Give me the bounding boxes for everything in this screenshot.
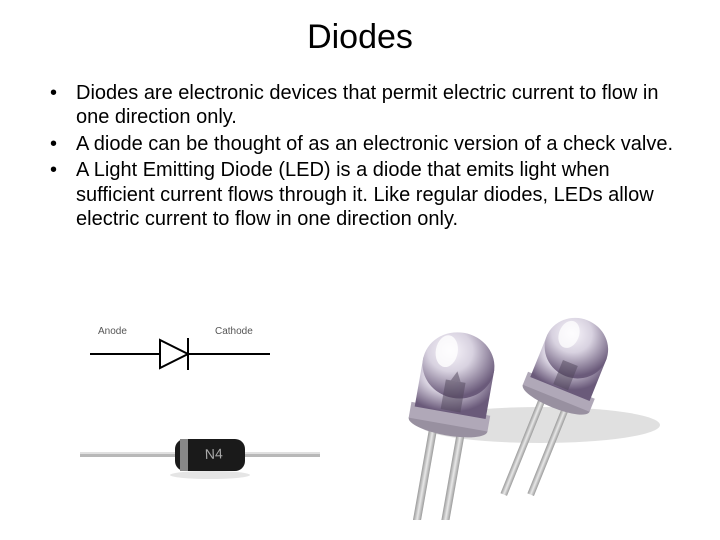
diode-symbol-icon: Anode Cathode: [80, 322, 280, 382]
page-title: Diodes: [40, 18, 680, 57]
bullet-item: A Light Emitting Diode (LED) is a diode …: [50, 158, 680, 231]
bullet-item: Diodes are electronic devices that permi…: [50, 81, 680, 130]
figures-area: Anode Cathode N4: [0, 310, 720, 530]
diode-photo-icon: N4: [80, 425, 320, 485]
slide: Diodes Diodes are electronic devices tha…: [0, 0, 720, 540]
led-photo-icon: [370, 290, 680, 520]
svg-text:N4: N4: [205, 445, 224, 462]
anode-label: Anode: [98, 326, 127, 337]
cathode-label: Cathode: [215, 326, 253, 337]
bullet-list: Diodes are electronic devices that permi…: [40, 81, 680, 231]
bullet-item: A diode can be thought of as an electron…: [50, 132, 680, 156]
